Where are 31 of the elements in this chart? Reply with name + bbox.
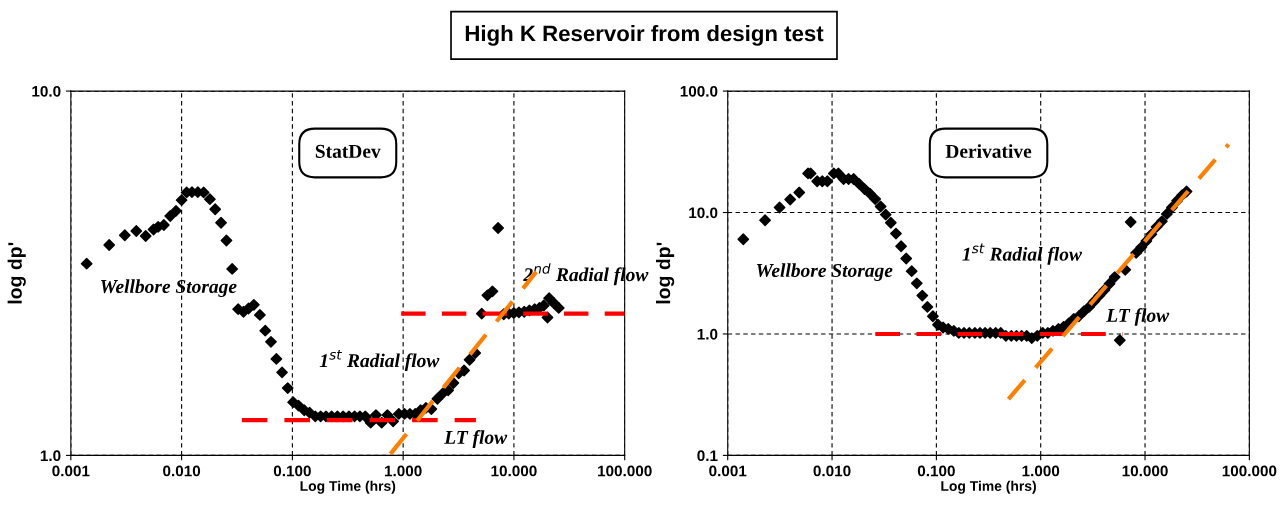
x-axis-title: Log Time (hrs): [300, 480, 396, 494]
y-tick-label: 10.0: [689, 207, 718, 219]
y-axis-title: log dp': [7, 242, 26, 304]
chart-title: High K Reservoir from design test: [465, 25, 824, 46]
x-tick-label: 10.000: [1122, 465, 1168, 477]
x-axis-title: Log Time (hrs): [941, 480, 1036, 494]
x-tick-label: 1.000: [1022, 465, 1060, 477]
x-tick-label: 0.001: [52, 465, 90, 477]
y-tick-label: 0.1: [697, 450, 718, 462]
y-axis-title: log dp': [656, 242, 675, 304]
x-tick-label: 0.100: [917, 465, 955, 477]
x-tick-label: 10.000: [491, 465, 537, 477]
y-tick-label: 1.0: [697, 328, 718, 340]
text: Derivative: [945, 144, 1032, 158]
annotation: LT flow: [444, 430, 508, 448]
x-tick-label: 1.000: [384, 465, 422, 477]
y-tick-label: 10.0: [32, 85, 61, 97]
annotation: 1$^{st}$ Radial flow: [962, 243, 1083, 265]
annotation: Wellbore Storage: [100, 279, 237, 297]
y-tick-label: 1.0: [40, 450, 61, 462]
annotation: LT flow: [1106, 308, 1170, 326]
x-tick-label: 0.100: [273, 465, 311, 477]
x-tick-label: 0.010: [163, 465, 201, 477]
y-tick-label: 100.0: [680, 85, 718, 97]
x-tick-label: 100.000: [1222, 465, 1277, 477]
x-tick-label: 0.010: [813, 465, 851, 477]
annotation: Wellbore Storage: [756, 263, 893, 281]
x-tick-label: 0.001: [709, 465, 747, 477]
annotation: 1$^{st}$ Radial flow: [319, 349, 440, 372]
x-tick-label: 100.000: [598, 465, 652, 477]
text: StatDev: [315, 144, 381, 158]
